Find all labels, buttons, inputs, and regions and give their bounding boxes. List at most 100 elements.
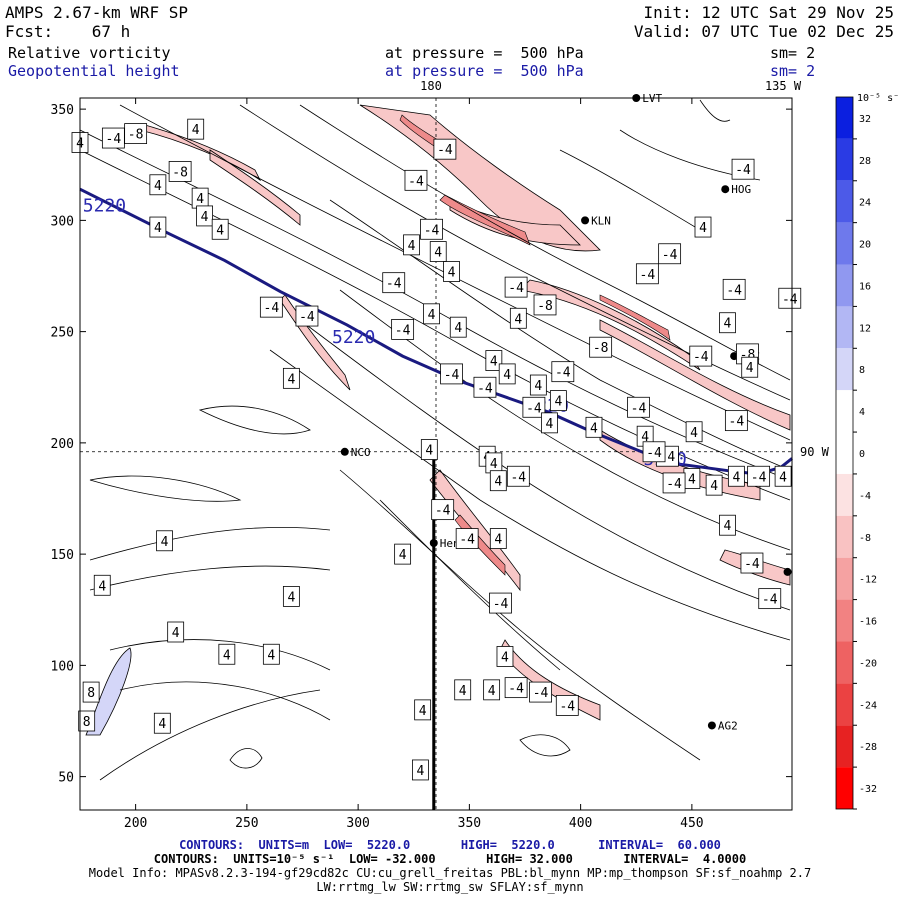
label-text: -8 — [593, 341, 609, 356]
label-box — [722, 278, 746, 300]
colorbar-swatch — [836, 390, 853, 433]
label-box — [774, 465, 792, 487]
label-box — [423, 303, 440, 325]
vorticity-contour-label: -4 — [433, 138, 457, 160]
label-text: 4 — [554, 395, 562, 410]
vorticity-contour-label: -4 — [724, 410, 748, 432]
vorticity-contour-label: 4 — [153, 712, 171, 734]
vorticity-contour-label: -8 — [533, 294, 557, 316]
label-text: 4 — [216, 223, 224, 238]
label-text: 4 — [724, 519, 732, 534]
label-box — [719, 312, 736, 334]
label-text: 4 — [779, 470, 787, 485]
vorticity-contour-label: 4 — [218, 643, 236, 665]
label-text: 4 — [448, 266, 456, 281]
colorbar-swatch — [836, 599, 853, 642]
label-text: 4 — [690, 426, 698, 441]
vorticity-contour-label: -4 — [259, 296, 283, 318]
label-text: -4 — [782, 292, 798, 307]
colorbar-swatch — [836, 473, 853, 516]
label-text: 4 — [488, 684, 496, 699]
station-label: NCO — [351, 446, 371, 459]
vorticity-contour-label: -4 — [404, 169, 428, 191]
label-box — [705, 474, 723, 496]
label-box — [589, 336, 613, 358]
vorticity-contour-label: -4 — [295, 305, 319, 327]
label-box — [504, 677, 528, 699]
colorbar-label: -8 — [859, 533, 871, 544]
colorbar-swatch — [836, 138, 853, 181]
label-text: -8 — [128, 128, 144, 143]
vorticity-contour-label: 4 — [449, 316, 467, 338]
label-text: -4 — [477, 381, 493, 396]
label-text: 4 — [490, 457, 498, 472]
station-label: HOG — [731, 183, 751, 196]
vorticity-contour-label: -4 — [662, 472, 686, 494]
colorbar-label: -24 — [859, 700, 877, 711]
colorbar-label: 0 — [859, 449, 865, 460]
plot-frame — [79, 97, 793, 811]
vorticity-contour-label: -4 — [489, 592, 512, 614]
label-box — [549, 390, 567, 412]
vorticity-contour-label: 4 — [403, 234, 420, 256]
label-text: 4 — [746, 361, 754, 376]
vorticity-contour-label: 4 — [282, 367, 300, 389]
forecast-hour: Fcst: 67 h — [5, 22, 131, 41]
label-text: 4 — [710, 479, 718, 494]
label-text: 4 — [590, 421, 598, 436]
valid-time: Valid: 07 UTC Tue 02 Dec 25 — [633, 22, 894, 41]
label-text: 4 — [158, 717, 166, 732]
label-box — [156, 530, 173, 552]
latitude-label-90n: 90 W — [800, 445, 830, 459]
station-marker — [783, 567, 792, 576]
colorbar-label: 12 — [859, 323, 871, 334]
vorticity-contour-label: 4 — [167, 621, 185, 643]
label-box — [719, 514, 736, 536]
label-box — [149, 174, 167, 196]
label-text: -4 — [437, 143, 453, 158]
model-physics: LW:rrtmg_lw SW:rrtmg_sw SFLAY:sf_mynn — [316, 880, 584, 894]
label-text: -4 — [751, 470, 767, 485]
colorbar-swatch — [836, 432, 853, 474]
label-text: 4 — [399, 548, 407, 563]
label-text: -4 — [264, 301, 280, 316]
colorbar-swatch — [836, 767, 853, 809]
label-box — [483, 679, 501, 701]
longitude-label-135w: 135 W — [765, 79, 802, 93]
label-box — [420, 439, 438, 460]
label-text: 4 — [688, 472, 696, 487]
vorticity-contour-label: 4 — [509, 307, 527, 329]
label-box — [149, 216, 167, 238]
label-text: 4 — [154, 221, 162, 236]
colorbar-swatch — [836, 306, 853, 349]
vorticity-contour-label: 4 — [719, 514, 736, 536]
field1-smoothing: sm= 2 — [770, 44, 816, 62]
station-marker — [721, 185, 730, 194]
label-text: 4 — [724, 317, 732, 332]
label-box — [778, 287, 802, 309]
label-text: 4 — [459, 684, 467, 699]
label-box — [295, 305, 319, 327]
label-box — [740, 552, 764, 574]
y-tick-label: 250 — [51, 326, 74, 341]
station-marker — [581, 216, 590, 225]
vorticity-contour-label: -4 — [455, 528, 479, 549]
label-box — [449, 316, 467, 338]
colorbar-label: -16 — [859, 617, 877, 628]
vorticity-contour-label: 4 — [727, 465, 745, 487]
vorticity-contour-label: -4 — [431, 499, 455, 521]
vorticity-contour-label: -4 — [529, 681, 552, 703]
vorticity-contour-label: -4 — [382, 272, 406, 294]
label-text: -8 — [537, 299, 553, 314]
vorticity-contour-info: CONTOURS: UNITS=10⁻⁵ s⁻¹ LOW= -32.000 HI… — [153, 852, 747, 866]
label-box — [489, 528, 507, 549]
vorticity-contour-label: 4 — [282, 586, 300, 607]
label-box — [382, 272, 406, 294]
vorticity-contour-label: 4 — [211, 218, 229, 240]
label-text: 4 — [494, 533, 502, 548]
label-text: 4 — [641, 430, 649, 445]
label-text: 4 — [223, 648, 231, 663]
label-text: 4 — [454, 321, 462, 336]
vorticity-contour-label: -4 — [627, 396, 650, 418]
label-text: 4 — [201, 210, 209, 225]
